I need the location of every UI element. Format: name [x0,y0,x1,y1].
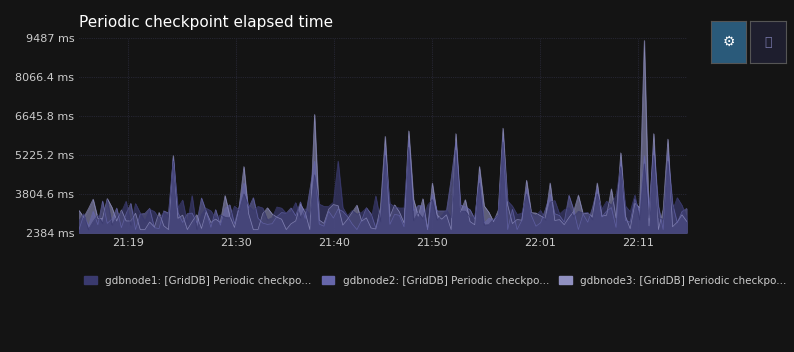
Text: Periodic checkpoint elapsed time: Periodic checkpoint elapsed time [79,15,333,30]
Legend: gdbnode1: [GridDB] Periodic checkpo..., gdbnode2: [GridDB] Periodic checkpo..., : gdbnode1: [GridDB] Periodic checkpo..., … [84,276,787,286]
Text: ⚙: ⚙ [723,35,734,49]
Text: 🗑: 🗑 [765,36,772,49]
